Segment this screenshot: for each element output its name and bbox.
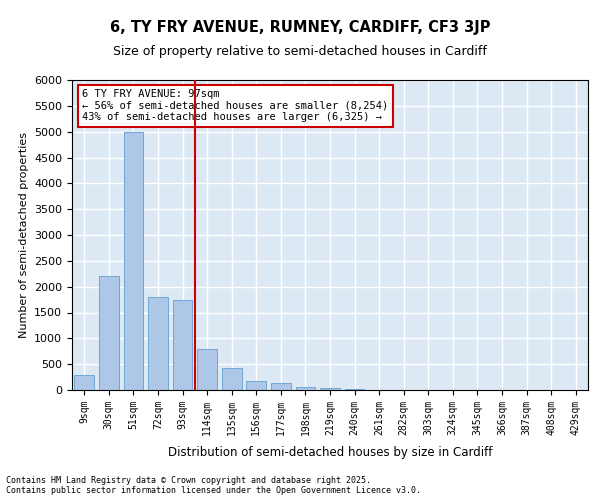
Bar bbox=[99, 276, 119, 390]
Text: 6 TY FRY AVENUE: 97sqm
← 56% of semi-detached houses are smaller (8,254)
43% of : 6 TY FRY AVENUE: 97sqm ← 56% of semi-det… bbox=[82, 90, 389, 122]
Text: Size of property relative to semi-detached houses in Cardiff: Size of property relative to semi-detach… bbox=[113, 45, 487, 58]
Bar bbox=[124, 132, 143, 390]
Y-axis label: Number of semi-detached properties: Number of semi-detached properties bbox=[19, 132, 29, 338]
Bar bbox=[74, 374, 94, 390]
Bar bbox=[197, 348, 217, 390]
Bar bbox=[271, 384, 290, 390]
Bar bbox=[173, 300, 193, 390]
Bar bbox=[296, 388, 315, 390]
X-axis label: Distribution of semi-detached houses by size in Cardiff: Distribution of semi-detached houses by … bbox=[168, 446, 492, 459]
Bar bbox=[247, 381, 266, 390]
Text: 6, TY FRY AVENUE, RUMNEY, CARDIFF, CF3 3JP: 6, TY FRY AVENUE, RUMNEY, CARDIFF, CF3 3… bbox=[110, 20, 490, 35]
Bar bbox=[320, 388, 340, 390]
Text: Contains HM Land Registry data © Crown copyright and database right 2025.
Contai: Contains HM Land Registry data © Crown c… bbox=[6, 476, 421, 495]
Bar bbox=[148, 297, 168, 390]
Bar bbox=[222, 368, 242, 390]
